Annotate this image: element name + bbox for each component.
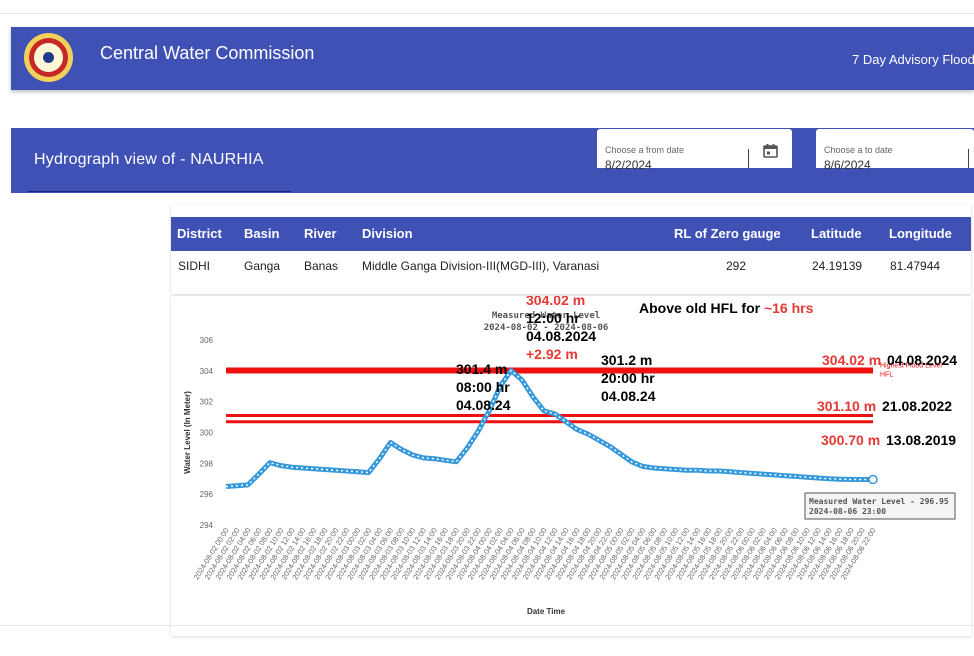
table-cell: 292 [726,259,747,273]
last-point-marker [868,474,878,485]
reference-date: 21.08.2022 [882,398,952,414]
column-header: Latitude [811,226,862,241]
advisory-link[interactable]: 7 Day Advisory Flood [852,52,974,67]
table-header: District Basin River Division RL of Zero… [171,217,971,251]
from-date-value[interactable]: 8/2/2024 [605,158,652,172]
app-header: Central Water Commission 7 Day Advisory … [11,27,974,90]
hydrograph-chart: 294 296 298 300 302 304 306 Water Level (In Met… [183,296,957,616]
reference-value: 300.70 m [821,432,880,448]
chart-subtitle: 2024-08-02 - 2024-08-06 [484,323,609,333]
tooltip-title: Measured Water Level - 296.95 [809,497,949,506]
table-cell: 81.47944 [890,259,941,273]
above-hfl-note: Above old HFL for ~16 hrs [639,300,814,316]
tooltip-box [804,492,956,520]
right-date: 04.08.24 [601,388,656,404]
from-date-label: Choose a from date [605,145,685,155]
column-header: Division [362,226,413,241]
peak-date: 04.08.2024 [526,328,596,344]
station-info-table: District Basin River Division RL of Zero… [171,204,971,294]
series-line-dash [225,369,873,488]
title-underline [28,191,291,192]
peak-time: 12:00 hr [526,310,580,326]
y-tick-label: 300 [200,429,214,438]
chart-title: Measured Water Level [492,311,600,321]
to-date-field[interactable]: Choose a to date 8/6/2024 [816,129,974,172]
peak-value: 304.02 m [526,296,585,308]
column-header: Basin [244,226,280,241]
right-time: 20:00 hr [601,370,655,386]
reference-value: 301.10 m [817,398,876,414]
column-header: River [304,226,337,241]
column-header: Longitude [889,226,952,241]
tooltip-time: 2024-08-06 23:00 [809,507,886,516]
hydrograph-header: Hydrograph view of - NAURHIA [11,128,974,193]
y-tick-label: 306 [200,336,214,345]
x-axis-title: Date Time [527,607,566,616]
table-cell: Ganga [244,259,281,273]
y-tick-label: 304 [200,367,214,376]
to-date-value[interactable]: 8/6/2024 [824,158,871,172]
page-title: Hydrograph view of - NAURHIA [34,151,264,168]
y-axis-title: Water Level (In Meter) [183,391,192,474]
rise-value: +2.92 m [526,346,578,362]
reference-value: 304.02 m [822,352,881,368]
series-line [225,368,873,489]
cwc-logo [24,33,73,82]
hydrograph-card: 294 296 298 300 302 304 306 Water Level (In Met… [171,296,971,636]
column-header: District [177,226,222,241]
hfl-label-short: HFL [880,372,893,379]
left-time: 08:00 hr [456,379,510,395]
hfl-label: Highest Flood Level [880,363,942,370]
left-date: 04.08.24 [456,397,511,413]
right-value: 301.2 m [601,352,652,368]
from-date-field[interactable]: Choose a from date 8/2/2024 [597,129,792,172]
y-tick-label: 298 [200,459,214,468]
table-cell: Middle Ganga Division-III(MGD-III), Vara… [362,259,600,273]
y-tick-label: 296 [200,490,214,499]
y-tick-label: 302 [200,398,214,407]
y-tick-label: 294 [200,521,214,530]
table-cell: Banas [304,259,339,273]
to-date-label: Choose a to date [824,145,893,155]
app-title: Central Water Commission [100,43,315,63]
left-value: 301.4 m [456,361,507,377]
calendar-icon[interactable] [763,144,778,158]
column-header: RL of Zero gauge [674,226,781,241]
bottom-divider [0,625,974,626]
reference-date: 04.08.2024 [887,352,957,368]
table-cell: SIDHI [178,259,211,273]
reference-date: 13.08.2019 [886,432,956,448]
table-cell: 24.19139 [812,259,863,273]
top-divider [0,13,974,14]
